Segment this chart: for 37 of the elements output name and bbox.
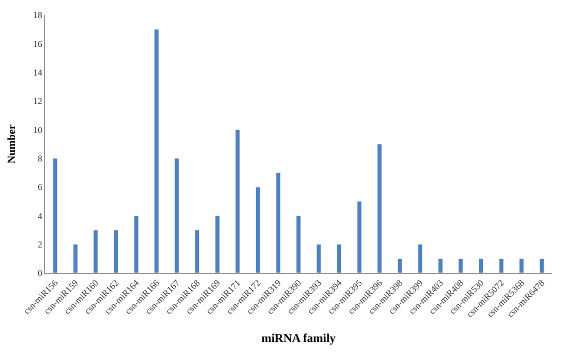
y-tick-label: 14 [33, 67, 43, 78]
bar [438, 258, 443, 273]
y-tick-label: 8 [38, 153, 43, 164]
bar [255, 186, 260, 273]
y-tick-label: 10 [33, 124, 43, 135]
bar [418, 244, 423, 273]
bar [458, 258, 464, 273]
bar [316, 244, 322, 273]
y-axis-title: Number [6, 124, 18, 164]
bar [356, 201, 362, 273]
bar [72, 244, 78, 273]
bar [519, 258, 524, 273]
bar [174, 158, 180, 273]
bar [52, 158, 58, 273]
y-tick-label: 4 [38, 210, 43, 221]
bar [235, 129, 240, 273]
bar [397, 258, 402, 273]
bar [296, 215, 301, 273]
bar [93, 230, 98, 273]
bar [336, 244, 342, 273]
bar [134, 215, 139, 273]
bar [114, 230, 118, 273]
bar [154, 29, 160, 273]
bar [478, 258, 484, 273]
bar [377, 144, 382, 273]
bar [498, 258, 504, 273]
bar [194, 230, 200, 273]
x-axis-title: miRNA family [261, 331, 336, 346]
bar [214, 215, 220, 273]
y-tick-label: 0 [38, 268, 43, 278]
bar [539, 258, 544, 273]
y-tick-label: 18 [33, 10, 43, 20]
bar [276, 172, 281, 273]
y-tick-label: 12 [33, 96, 42, 106]
y-tick-label: 6 [38, 182, 43, 192]
y-tick-label: 2 [38, 239, 42, 250]
y-tick-label: 16 [33, 38, 43, 49]
